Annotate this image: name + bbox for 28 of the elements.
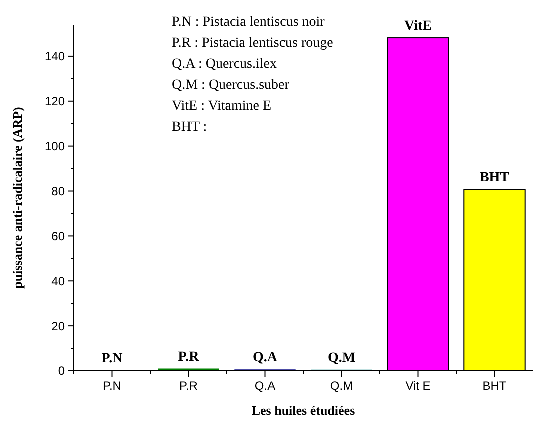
- annotation: P.R: [178, 350, 200, 365]
- annotation: BHT :: [172, 120, 208, 135]
- x-tick-label: BHT: [482, 379, 508, 393]
- y-tick-label: 60: [52, 229, 66, 244]
- x-tick-label: Q.A: [254, 379, 276, 393]
- annotation: P.R : Pistacia lentiscus rouge: [172, 36, 334, 51]
- x-tick-label: P.N: [103, 379, 122, 393]
- y-tick-label: 40: [52, 274, 66, 288]
- annotation: P.N : Pistacia lentiscus noir: [172, 15, 326, 30]
- y-tick-label: 120: [44, 94, 66, 109]
- y-tick-label: 100: [44, 140, 66, 154]
- y-tick-label: 80: [52, 184, 66, 198]
- annotation: BHT: [480, 170, 510, 186]
- annotation: VitE: [404, 19, 432, 34]
- y-axis-title: puissance anti-radicalaire (ARP): [10, 107, 25, 289]
- annotation: VitE : Vitamine E: [172, 99, 272, 114]
- y-tick-label: 140: [44, 50, 66, 64]
- x-tick-label: P.R: [180, 379, 198, 393]
- x-axis-title: Les huiles étudiées: [252, 403, 356, 418]
- x-tick-label: Q.M: [330, 379, 354, 393]
- y-tick-label: 0: [58, 364, 66, 378]
- y-tick-label: 20: [52, 319, 66, 334]
- annotation: Q.A: [253, 350, 278, 366]
- annotation: Q.A : Quercus.ilex: [172, 57, 277, 72]
- annotation: Q.M : Quercus.suber: [172, 78, 290, 93]
- annotation: Q.M: [328, 350, 356, 366]
- x-tick-label: Vit E: [406, 379, 431, 393]
- annotation: P.N: [102, 351, 123, 366]
